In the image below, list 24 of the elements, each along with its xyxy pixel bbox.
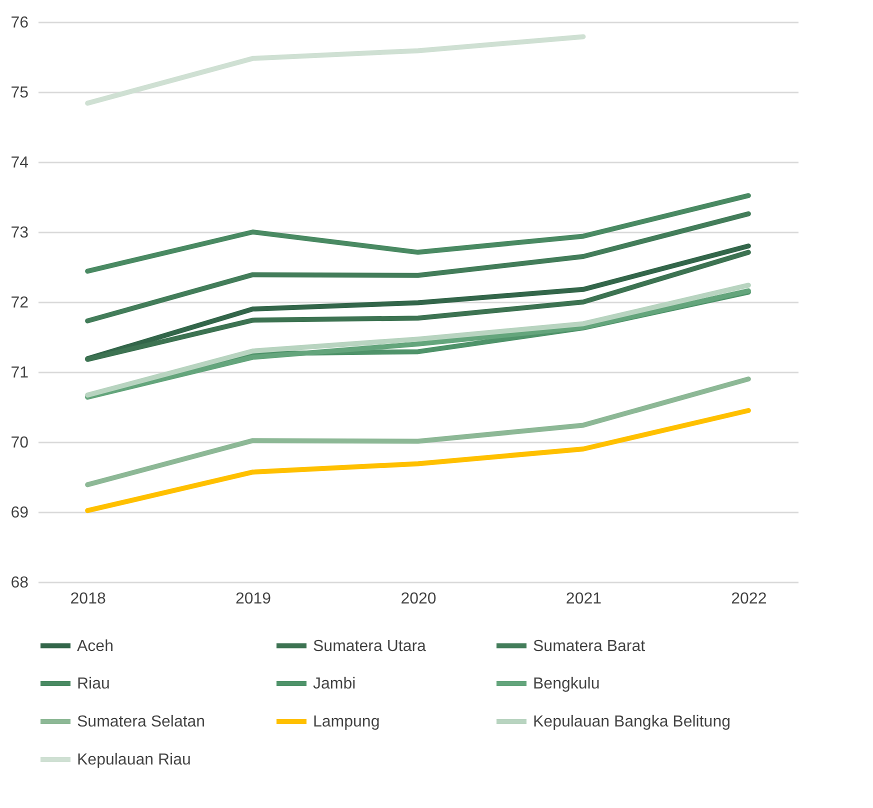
y-tick-label: 72	[10, 294, 29, 312]
legend-label: Kepulauan Bangka Belitung	[533, 714, 730, 730]
y-tick-label: 70	[10, 434, 29, 452]
legend-label: Jambi	[313, 676, 356, 692]
legend-label: Bengkulu	[533, 676, 600, 692]
y-tick-label: 69	[10, 504, 29, 522]
y-tick-label: 76	[10, 14, 29, 32]
x-tick-label: 2022	[731, 590, 767, 608]
x-tick-label: 2021	[566, 590, 602, 608]
y-tick-label: 74	[10, 154, 29, 172]
y-tick-label: 75	[10, 84, 29, 102]
legend-label: Sumatera Utara	[313, 638, 426, 655]
legend-label: Kepulauan Riau	[77, 752, 191, 768]
y-tick-label: 71	[10, 364, 29, 382]
legend-label: Riau	[77, 676, 110, 692]
y-tick-label: 68	[10, 574, 29, 592]
x-tick-label: 2019	[235, 590, 272, 608]
x-tick-label: 2020	[400, 590, 436, 608]
legend-label: Sumatera Selatan	[77, 714, 206, 730]
legend-label: Aceh	[77, 638, 114, 655]
y-tick-label: 73	[10, 224, 29, 242]
legend-label: Lampung	[313, 714, 380, 730]
legend-label: Sumatera Barat	[533, 638, 646, 655]
x-tick-label: 2018	[70, 590, 106, 608]
